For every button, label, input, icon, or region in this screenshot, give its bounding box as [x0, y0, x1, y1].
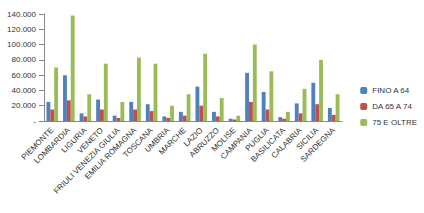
svg-text:TOSCANA: TOSCANA [121, 125, 155, 160]
svg-text:MARCHE: MARCHE [157, 125, 188, 157]
svg-text:100.000: 100.000 [7, 40, 36, 49]
svg-text:80.000: 80.000 [12, 55, 37, 64]
svg-text:120.000: 120.000 [7, 25, 36, 34]
svg-text:SICILIA: SICILIA [294, 125, 321, 152]
svg-text:20.000: 20.000 [12, 101, 37, 110]
svg-text:DA 65 A 74: DA 65 A 74 [372, 102, 412, 111]
svg-text:VENETO: VENETO [75, 125, 106, 156]
svg-text:CAMPANIA: CAMPANIA [218, 125, 255, 162]
svg-text:ABRUZZO: ABRUZZO [187, 125, 221, 160]
svg-text:EMILIA ROMAGNA: EMILIA ROMAGNA [82, 125, 139, 182]
svg-text:75 E OLTRE: 75 E OLTRE [372, 118, 417, 127]
svg-text:40.000: 40.000 [12, 86, 37, 95]
svg-text:FRIULI VENEZIA GIULIA: FRIULI VENEZIA GIULIA [52, 125, 122, 195]
svg-text:60.000: 60.000 [12, 71, 37, 80]
svg-text:MOLISE: MOLISE [209, 125, 238, 154]
svg-text:LIGURIA: LIGURIA [59, 125, 89, 155]
svg-text:BASILICATA: BASILICATA [249, 125, 288, 164]
svg-text:SARDEGNA: SARDEGNA [299, 125, 338, 164]
svg-text:LAZIO: LAZIO [181, 125, 205, 149]
svg-text:CALABRIA: CALABRIA [269, 125, 304, 161]
svg-text:140.000: 140.000 [7, 10, 36, 19]
svg-text:PIEMONTE: PIEMONTE [19, 125, 56, 162]
svg-text:-: - [33, 117, 36, 126]
svg-text:PUGLIA: PUGLIA [243, 125, 271, 153]
svg-text:FINO A 64: FINO A 64 [372, 86, 409, 95]
svg-text:UMBRIA: UMBRIA [143, 125, 172, 155]
svg-text:LOMBARDIA: LOMBARDIA [32, 125, 72, 166]
